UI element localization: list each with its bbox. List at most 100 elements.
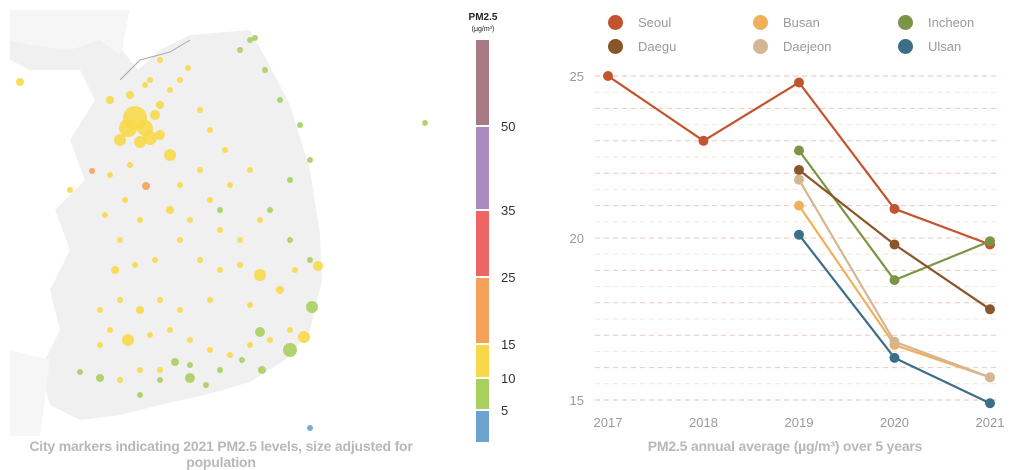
city-marker bbox=[77, 369, 83, 375]
city-marker bbox=[67, 187, 73, 193]
city-marker bbox=[227, 352, 233, 358]
city-marker bbox=[157, 377, 163, 383]
scale-tick-label: 25 bbox=[501, 270, 515, 285]
city-marker bbox=[137, 367, 143, 373]
city-marker bbox=[187, 362, 193, 368]
data-point-seoul bbox=[794, 77, 804, 88]
x-tick-label: 2020 bbox=[880, 415, 909, 430]
data-point-daejeon bbox=[889, 336, 900, 347]
legend-label: Daejeon bbox=[783, 39, 832, 54]
series-line-incheon bbox=[798, 149, 991, 282]
city-marker bbox=[287, 177, 293, 183]
city-marker bbox=[157, 367, 163, 373]
city-marker bbox=[102, 212, 108, 218]
city-marker bbox=[127, 162, 133, 168]
city-marker bbox=[171, 358, 179, 366]
city-marker bbox=[422, 120, 428, 126]
chart-caption: PM2.5 annual average (µg/m³) over 5 year… bbox=[647, 438, 923, 454]
city-marker bbox=[96, 374, 104, 382]
city-marker bbox=[255, 327, 265, 337]
city-marker bbox=[143, 131, 157, 145]
line-chart-panel: 15 20 25 2017 2018 2019 2020 2021 bbox=[560, 0, 1021, 464]
y-tick-label: 20 bbox=[570, 231, 584, 246]
city-marker bbox=[258, 366, 266, 374]
city-marker bbox=[227, 182, 233, 188]
city-marker bbox=[247, 342, 253, 348]
city-marker bbox=[292, 267, 298, 273]
city-marker bbox=[217, 367, 223, 373]
data-point-daejeon bbox=[794, 174, 804, 185]
city-marker bbox=[122, 334, 134, 346]
data-point-incheon bbox=[889, 275, 900, 286]
city-marker bbox=[185, 373, 195, 383]
legend-swatch bbox=[753, 39, 768, 54]
data-point-seoul bbox=[698, 135, 709, 146]
city-marker bbox=[107, 172, 113, 178]
data-point-seoul bbox=[889, 203, 900, 214]
city-marker bbox=[156, 101, 164, 109]
city-marker bbox=[207, 297, 213, 303]
city-marker bbox=[287, 327, 293, 333]
data-point-ulsan bbox=[794, 229, 804, 240]
data-point-busan bbox=[794, 200, 804, 211]
map-land bbox=[10, 10, 322, 436]
data-point-seoul bbox=[603, 71, 613, 81]
city-marker bbox=[150, 110, 160, 120]
data-point-daegu bbox=[889, 239, 900, 250]
series-line-seoul bbox=[607, 75, 991, 246]
city-marker bbox=[307, 425, 313, 431]
city-marker bbox=[119, 119, 137, 137]
city-marker bbox=[298, 331, 310, 343]
legend-label: Busan bbox=[783, 15, 820, 30]
city-marker bbox=[217, 227, 223, 233]
city-marker bbox=[137, 392, 143, 398]
data-point-daegu bbox=[985, 304, 995, 315]
scale-title: PM2.5 bbox=[469, 12, 498, 23]
city-marker bbox=[197, 167, 203, 173]
scale-tick-label: 50 bbox=[501, 119, 515, 134]
data-point-incheon bbox=[985, 236, 995, 247]
legend-label: Seoul bbox=[638, 15, 672, 30]
scale-tick-label: 5 bbox=[501, 403, 508, 418]
city-marker bbox=[111, 266, 119, 274]
city-marker bbox=[132, 262, 138, 268]
scale-unit: (μg/m³) bbox=[472, 26, 495, 33]
city-marker bbox=[187, 217, 193, 223]
scale-tick-label: 10 bbox=[501, 371, 515, 386]
city-marker bbox=[89, 168, 95, 174]
map-city-markers bbox=[16, 35, 428, 431]
city-marker bbox=[239, 357, 245, 363]
scale-tick-label: 15 bbox=[501, 337, 515, 352]
city-marker bbox=[117, 297, 123, 303]
city-marker bbox=[237, 47, 243, 53]
city-marker bbox=[207, 197, 213, 203]
city-marker bbox=[164, 149, 176, 161]
legend-swatch bbox=[608, 15, 623, 30]
city-marker bbox=[306, 301, 318, 313]
city-marker bbox=[283, 343, 297, 357]
city-marker bbox=[287, 237, 293, 243]
city-marker bbox=[157, 57, 163, 63]
city-marker bbox=[307, 157, 313, 163]
city-marker bbox=[207, 127, 213, 133]
data-point-incheon bbox=[794, 145, 804, 156]
city-marker bbox=[142, 82, 148, 88]
city-marker bbox=[276, 286, 284, 294]
legend-swatch bbox=[753, 15, 768, 30]
city-marker bbox=[97, 307, 103, 313]
city-marker bbox=[222, 147, 228, 153]
scale-band bbox=[476, 210, 489, 277]
city-marker bbox=[107, 327, 113, 333]
city-marker bbox=[117, 237, 123, 243]
data-point-ulsan bbox=[985, 398, 995, 409]
city-marker bbox=[307, 257, 313, 263]
city-marker bbox=[147, 77, 153, 83]
city-marker bbox=[136, 306, 144, 314]
city-marker bbox=[313, 261, 323, 271]
city-marker bbox=[267, 207, 273, 213]
city-marker bbox=[207, 347, 213, 353]
y-tick-label: 15 bbox=[570, 393, 584, 408]
x-tick-label: 2018 bbox=[689, 415, 718, 430]
scale-band bbox=[476, 40, 489, 126]
scale-tick-label: 35 bbox=[501, 203, 515, 218]
